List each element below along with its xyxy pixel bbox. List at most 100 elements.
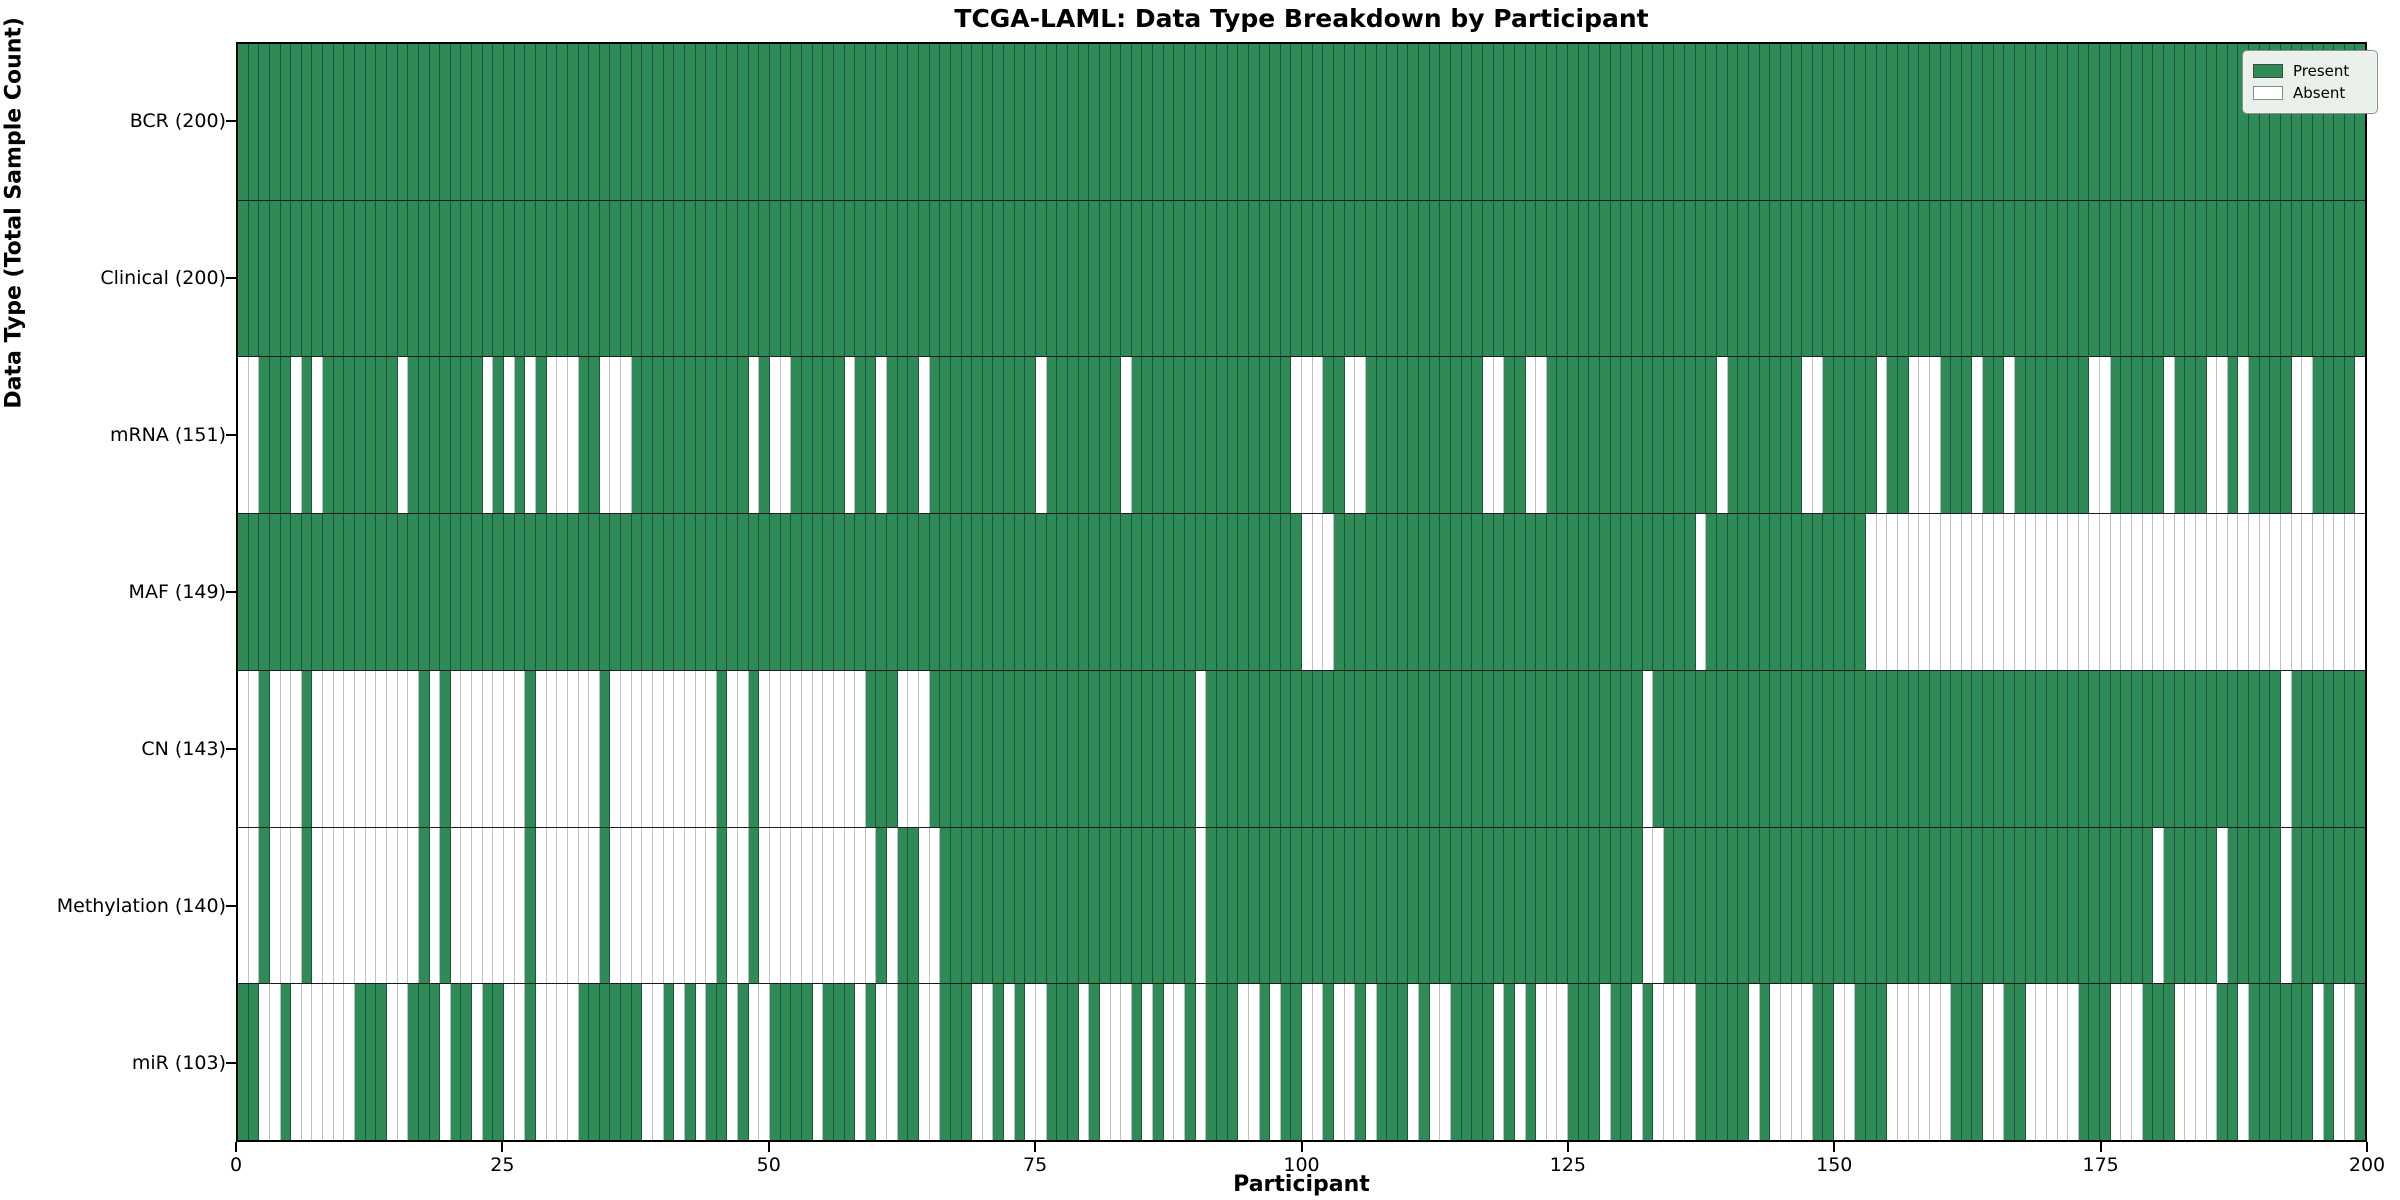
heatmap-cell <box>855 514 866 670</box>
heatmap-cell <box>1834 827 1845 984</box>
heatmap-cell <box>1674 670 1686 827</box>
heatmap-cell <box>578 44 590 200</box>
heatmap-cell <box>855 44 866 200</box>
heatmap-cell <box>259 670 270 827</box>
heatmap-cell <box>748 827 760 984</box>
heatmap-cell <box>2089 670 2101 827</box>
heatmap-cell <box>1099 514 1111 670</box>
heatmap-cell <box>652 200 664 357</box>
heatmap-cell <box>599 357 611 514</box>
heatmap-cell <box>1791 984 1803 1141</box>
heatmap-cell <box>397 514 409 670</box>
heatmap-cell <box>1216 827 1228 984</box>
heatmap-cell <box>1185 827 1196 984</box>
heatmap-cell <box>1216 200 1228 357</box>
heatmap-cell <box>748 44 760 200</box>
heatmap-cell <box>1280 514 1292 670</box>
heatmap-cell <box>323 670 334 827</box>
heatmap-cell <box>1142 670 1154 827</box>
heatmap-cell <box>1568 827 1579 984</box>
heatmap-cell <box>312 357 324 514</box>
heatmap-cell <box>1887 514 1898 670</box>
heatmap-cell <box>2334 44 2345 200</box>
heatmap-cell <box>1663 984 1675 1141</box>
heatmap-cell <box>1504 827 1515 984</box>
heatmap-cell <box>833 670 845 827</box>
heatmap-cell <box>972 200 983 357</box>
heatmap-cell <box>1355 200 1366 357</box>
heatmap-cell <box>2068 200 2079 357</box>
heatmap-cell <box>982 514 994 670</box>
heatmap-cell <box>450 984 462 1141</box>
heatmap-cell <box>748 200 760 357</box>
heatmap-cell <box>1525 827 1537 984</box>
heatmap-cell <box>1844 357 1856 514</box>
heatmap-cell <box>2355 44 2366 200</box>
heatmap-cell <box>1291 44 1303 200</box>
heatmap-cell <box>695 200 707 357</box>
heatmap-cell <box>929 200 941 357</box>
heatmap-cell <box>2334 200 2345 357</box>
heatmap-cell <box>546 984 558 1141</box>
heatmap-cell <box>2004 357 2015 514</box>
heatmap-cell <box>2206 200 2218 357</box>
heatmap-cell <box>1578 44 1590 200</box>
heatmap-cell <box>1270 357 1281 514</box>
heatmap-cell <box>355 670 366 827</box>
heatmap-cell <box>1972 357 1984 514</box>
heatmap-cell <box>2153 200 2164 357</box>
heatmap-cell <box>876 357 888 514</box>
heatmap-cell <box>2078 827 2090 984</box>
heatmap-cell <box>365 44 377 200</box>
heatmap-cell <box>280 200 292 357</box>
heatmap-cell <box>2078 357 2090 514</box>
heatmap-cell <box>2281 514 2292 670</box>
heatmap-cell <box>1259 827 1271 984</box>
heatmap-cell <box>738 514 749 670</box>
x-tick-label-0: 0 <box>229 1154 243 1176</box>
heatmap-cell <box>940 200 951 357</box>
heatmap-cell <box>1972 984 1984 1141</box>
heatmap-cell <box>887 827 898 984</box>
heatmap-cell <box>1419 827 1430 984</box>
heatmap-cell <box>2291 44 2303 200</box>
heatmap-cell <box>1759 514 1771 670</box>
heatmap-cell <box>982 984 994 1141</box>
heatmap-cell <box>535 200 547 357</box>
heatmap-cell <box>2121 514 2133 670</box>
heatmap-cell <box>1951 44 1962 200</box>
heatmap-cell <box>674 670 685 827</box>
heatmap-cell <box>1961 200 1973 357</box>
heatmap-cell <box>1323 357 1334 514</box>
heatmap-cell <box>386 200 398 357</box>
heatmap-cell <box>1706 200 1718 357</box>
heatmap-row-MAF <box>238 514 2366 671</box>
heatmap-cell <box>1610 670 1622 827</box>
heatmap-cell <box>1887 670 1898 827</box>
heatmap-cell <box>1993 984 2005 1141</box>
heatmap-cell <box>2121 827 2133 984</box>
heatmap-cell <box>759 984 771 1141</box>
heatmap-cell <box>1823 984 1835 1141</box>
heatmap-cell <box>1259 44 1271 200</box>
heatmap-cell <box>238 827 249 984</box>
heatmap-cell <box>376 514 387 670</box>
heatmap-cell <box>1695 44 1707 200</box>
heatmap-cell <box>2281 44 2292 200</box>
heatmap-cell <box>599 984 611 1141</box>
heatmap-cell <box>663 827 675 984</box>
heatmap-cell <box>642 200 653 357</box>
heatmap-cell <box>1185 670 1196 827</box>
heatmap-cell <box>1067 357 1079 514</box>
heatmap-cell <box>386 357 398 514</box>
heatmap-cell <box>1568 670 1579 827</box>
heatmap-cell <box>1504 44 1515 200</box>
heatmap-cell <box>1642 827 1654 984</box>
heatmap-cell <box>1099 670 1111 827</box>
heatmap-cell <box>2249 514 2260 670</box>
heatmap-cell <box>1791 670 1803 827</box>
heatmap-cell <box>738 670 749 827</box>
heatmap-cell <box>1802 514 1813 670</box>
heatmap-cell <box>1461 514 1473 670</box>
heatmap-cell <box>2259 984 2271 1141</box>
